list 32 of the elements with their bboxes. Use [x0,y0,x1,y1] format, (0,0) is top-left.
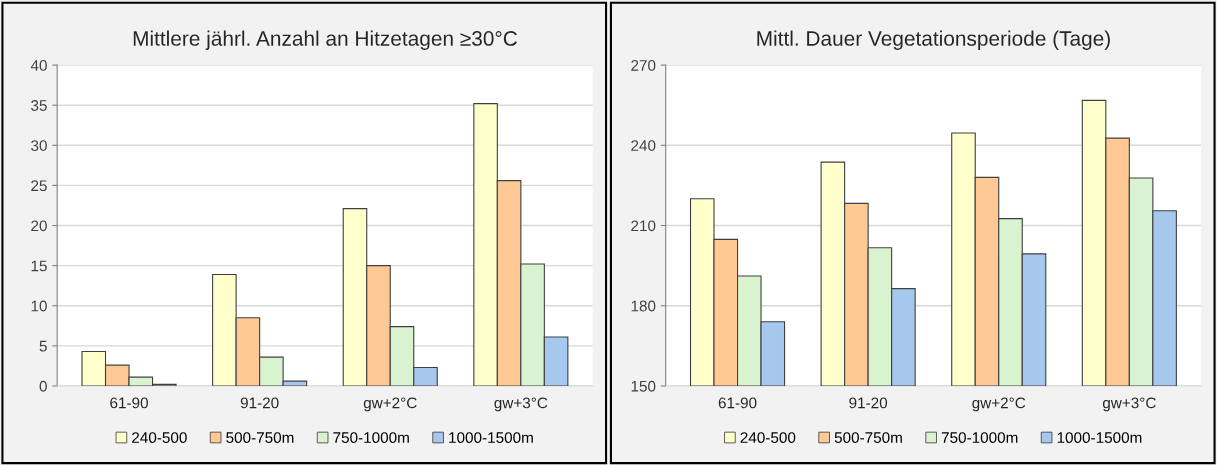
x-tick-label: gw+3°C [1102,397,1156,412]
legend-label: 750-1000m [941,432,1018,444]
legend-label: 1000-1500m [449,432,533,444]
x-tick-label: 61-90 [110,397,148,409]
legend-label: 750-1000m [333,432,409,444]
legend-label: 1000-1500m [1057,432,1142,444]
legend-label: 240-500 [132,432,187,444]
y-tick-label: 10 [31,300,47,312]
y-tick-label: 210 [631,220,656,232]
y-tick-label: 35 [31,100,47,111]
y-tick-label: 180 [631,300,656,312]
y-tick-label: 20 [31,220,47,232]
x-tick-label: gw+2°C [972,397,1026,412]
x-tick-label: gw+2°C [363,397,417,412]
y-tick-label: 150 [631,380,656,392]
x-tick-label: 91-20 [240,397,279,409]
y-tick-label: 40 [30,59,47,71]
y-tick-label: 270 [631,59,656,71]
legend-label: 500-750m [226,432,294,444]
y-tick-label: 25 [31,180,47,192]
y-tick-label: 240 [631,140,656,151]
legend-label: 240-500 [740,432,796,444]
y-tick-label: 30 [31,140,47,151]
x-tick-label: gw+3°C [494,397,548,412]
chart-title: Mittlere jährl. Anzahl an Hitzetagen ≥30°C [133,30,518,50]
y-tick-label: 5 [39,340,47,352]
x-tick-label: 61-90 [718,397,757,409]
y-tick-label: 0 [39,380,47,392]
y-tick-label: 15 [31,260,47,272]
chart-title: Mittl. Dauer Vegetationsperiode (Tage) [757,30,1110,50]
x-tick-label: 91-20 [849,397,888,409]
legend-label: 500-750m [834,432,902,444]
